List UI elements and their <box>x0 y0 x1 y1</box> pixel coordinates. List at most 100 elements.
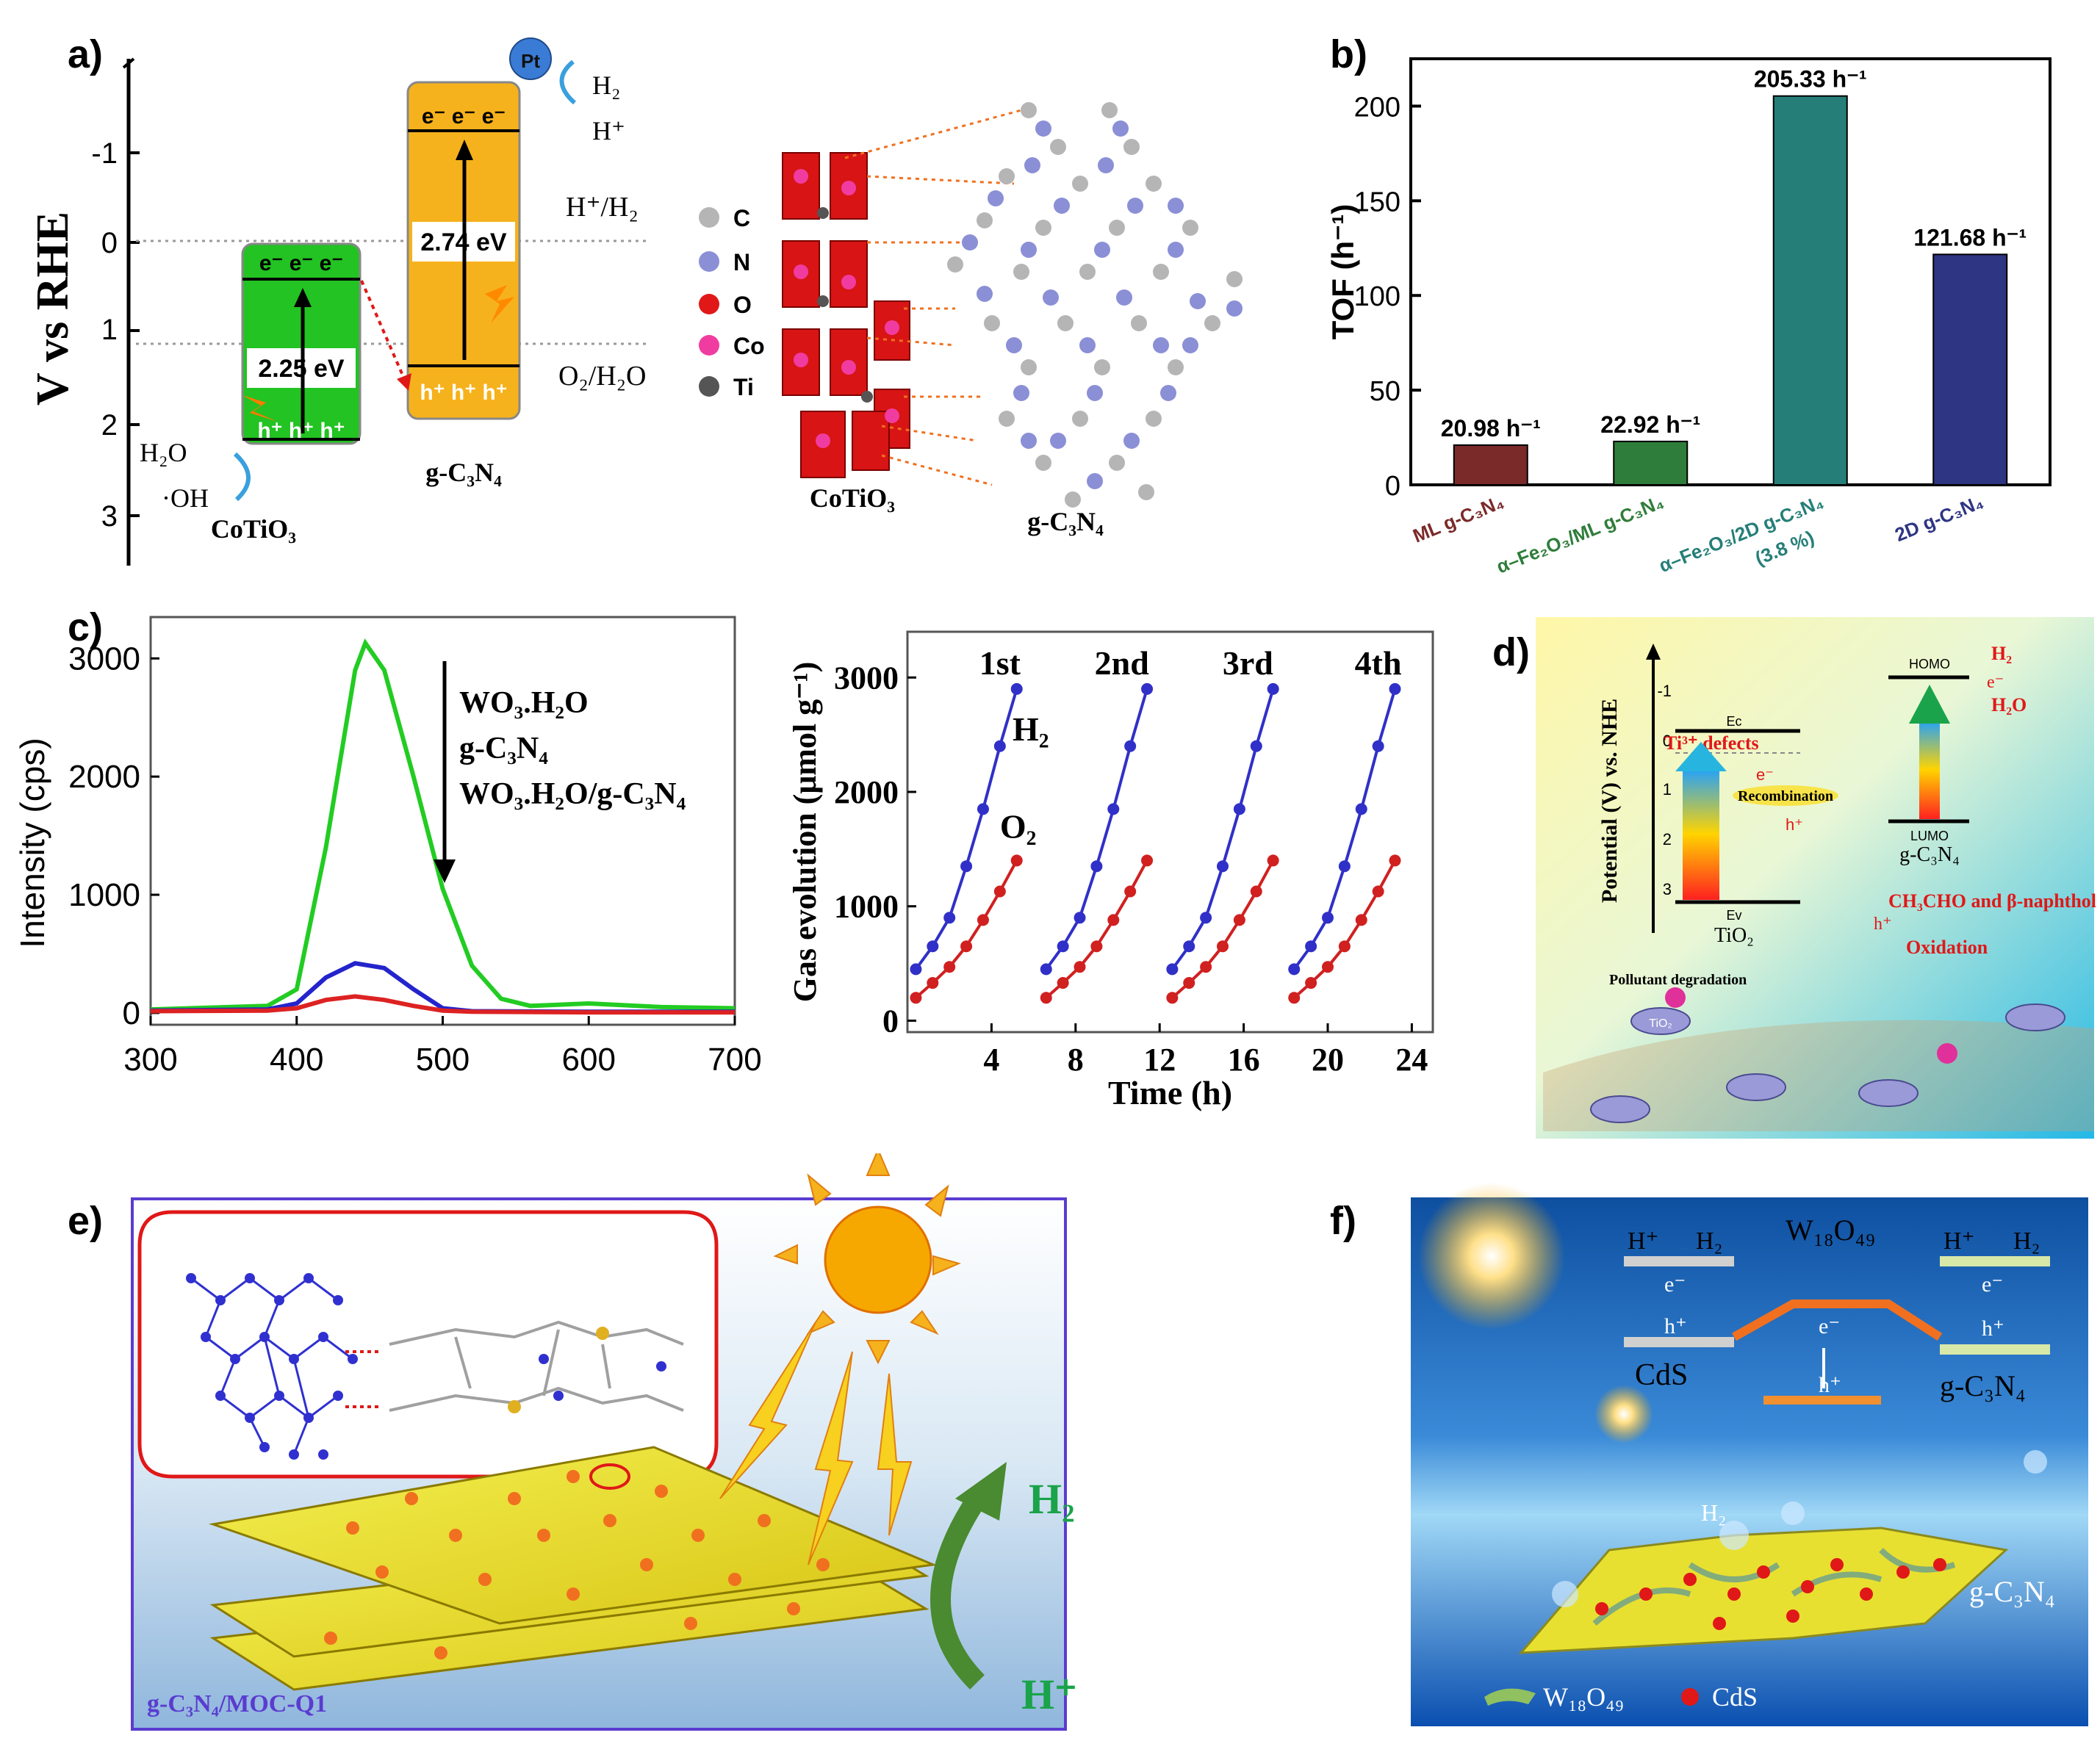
panel-d-label: d) <box>1492 630 1530 674</box>
c2-data-point <box>1288 992 1301 1004</box>
e-caption: g-C₃N₄/MOC-Q1 <box>147 1690 327 1717</box>
c2-data-point <box>1233 914 1245 926</box>
c1-legend-label: WO₃.H₂O/g-C₃N₄ <box>459 777 686 811</box>
c2-data-point <box>977 914 989 926</box>
c2-data-point <box>1322 912 1334 924</box>
c2-data-point <box>1183 977 1195 990</box>
c2-data-point <box>1250 740 1262 752</box>
c2-data-point <box>1057 940 1069 953</box>
c2-data-point <box>1010 854 1023 867</box>
f-e-mid: e⁻ <box>1819 1314 1840 1338</box>
e-sheet-top <box>209 1446 938 1625</box>
e-hplus: H⁺ <box>1021 1670 1077 1718</box>
f-e-right: e⁻ <box>1982 1272 2003 1297</box>
c1-xtick-label: 500 <box>416 1042 470 1078</box>
f-sun-icon <box>1418 1183 1565 1330</box>
a-ytick: -1 <box>91 137 118 170</box>
b-bar <box>1613 440 1689 486</box>
c2-data-point <box>1074 961 1086 973</box>
b-bar <box>1772 95 1848 486</box>
b-category-group: α–Fe₂O₃/ML g-C₃N₄ <box>1493 491 1666 578</box>
a-struct-right: g-C₃N₄ <box>1027 507 1104 536</box>
b-category-group: α–Fe₂O₃/2D g-C₃N₄(3.8 %) <box>1655 491 1827 577</box>
a-cotio3-structure <box>782 152 910 478</box>
f-h2-left: H₂ <box>1696 1228 1722 1255</box>
c2-plot-frame <box>906 630 1434 1034</box>
c2-series-line <box>1292 859 1397 999</box>
e-moc-molecule <box>389 1320 684 1412</box>
b-category-group: 2D g-C₃N₄ <box>1892 491 1987 546</box>
c2-data-point <box>1107 914 1120 926</box>
f-e-left: e⁻ <box>1664 1272 1686 1297</box>
panel-e: e) <box>68 1153 1077 1731</box>
c2-xtick-label: 12 <box>1143 1042 1176 1078</box>
a-cotio3-cb: e⁻ e⁻ e⁻ <box>259 251 343 275</box>
c2-h2-label: H₂ <box>1013 710 1049 748</box>
b-value-label: 121.68 h⁻¹ <box>1913 224 2027 250</box>
d-ytick: 3 <box>1663 880 1672 898</box>
c2-data-point <box>1305 940 1317 953</box>
e-cycle-arrow-icon <box>955 1462 1007 1521</box>
panel-f-label: f) <box>1330 1199 1356 1243</box>
d-gcn: g-C₃N₄ <box>1899 843 1960 866</box>
d-e: e⁻ <box>1756 765 1774 784</box>
c2-data-point <box>1040 992 1052 1004</box>
panel-a-label: a) <box>68 32 103 76</box>
c2-series-line <box>1171 859 1275 999</box>
c1-ylabel: Intensity (cps) <box>13 738 51 948</box>
d-defects: Ti³⁺ defects <box>1664 732 1759 754</box>
a-hplus: H⁺ <box>592 116 625 145</box>
c2-data-point <box>1389 854 1401 867</box>
f-w18-legend-icon <box>1484 1688 1536 1706</box>
d-yaxis: Potential (V) vs. NHE <box>1597 699 1622 903</box>
a-h2: H₂ <box>592 71 621 100</box>
f-legend-w18: W₁₈O₄₉ <box>1543 1682 1624 1712</box>
c2-data-point <box>1200 912 1212 924</box>
c1-xtick-label: 300 <box>123 1042 177 1078</box>
c2-data-point <box>960 940 973 953</box>
b-ylabel: TOF (h⁻¹) <box>1326 204 1360 340</box>
c2-data-point <box>1250 885 1262 898</box>
b-bar <box>1932 253 2008 486</box>
c2-data-point <box>1141 854 1154 867</box>
c2-data-point <box>1217 940 1229 953</box>
c1-legend-label: WO₃.H₂O <box>459 686 589 720</box>
d-ec: Eᴄ <box>1726 714 1741 729</box>
a-legend: C N O Co Ti <box>699 205 765 400</box>
c2-data-point <box>1322 961 1334 973</box>
d-tio2-particles <box>1590 1003 2065 1123</box>
c2-data-point <box>977 803 989 815</box>
c2-data-point <box>1217 860 1229 873</box>
a-h2o: H₂O <box>140 438 187 467</box>
c2-xtick-label: 4 <box>983 1042 999 1078</box>
c1-ytick-label: 3000 <box>68 641 140 677</box>
c2-series-line <box>1292 688 1397 970</box>
a-ytick: 0 <box>101 227 118 259</box>
b-category-label: ML g-C₃N₄ <box>1409 491 1507 547</box>
c2-data-point <box>1090 860 1103 873</box>
c2-data-point <box>1372 740 1384 752</box>
e-light-rays <box>719 1322 913 1565</box>
c2-data-point <box>1074 912 1086 924</box>
panel-f: f) H⁺ H₂ e⁻ h⁺ CdS W₁₈O₄₉ e⁻ h⁺ H⁺ H₂ e⁻… <box>1330 1183 2088 1726</box>
f-legend-cds: CdS <box>1712 1682 1758 1712</box>
d-lumo: LUMO <box>1910 829 1949 843</box>
c2-data-point <box>1057 977 1069 990</box>
c1-ytick-label: 0 <box>123 995 140 1031</box>
c2-data-point <box>927 940 939 953</box>
f-h-left: h⁺ <box>1664 1314 1687 1338</box>
c1-ytick-label: 2000 <box>68 759 140 795</box>
a-ytick: 2 <box>101 409 118 441</box>
a-axis-arrow-icon <box>122 57 135 69</box>
d-pollutant: CH₃CHO and β-naphthol <box>1888 890 2096 912</box>
b-value-label: 205.33 h⁻¹ <box>1754 66 1867 93</box>
c2-data-point <box>1010 682 1023 695</box>
d-recombination: Recombination <box>1738 788 1833 804</box>
c2-xtick-label: 24 <box>1395 1042 1428 1078</box>
c2-series-line <box>1171 688 1275 970</box>
c2-ytick-label: 2000 <box>834 774 899 810</box>
c2-cycle-label: 1st <box>979 644 1021 682</box>
c1-ytick-label: 1000 <box>68 877 140 913</box>
c2-data-point <box>943 912 956 924</box>
svg-text:Ti: Ti <box>733 374 754 400</box>
